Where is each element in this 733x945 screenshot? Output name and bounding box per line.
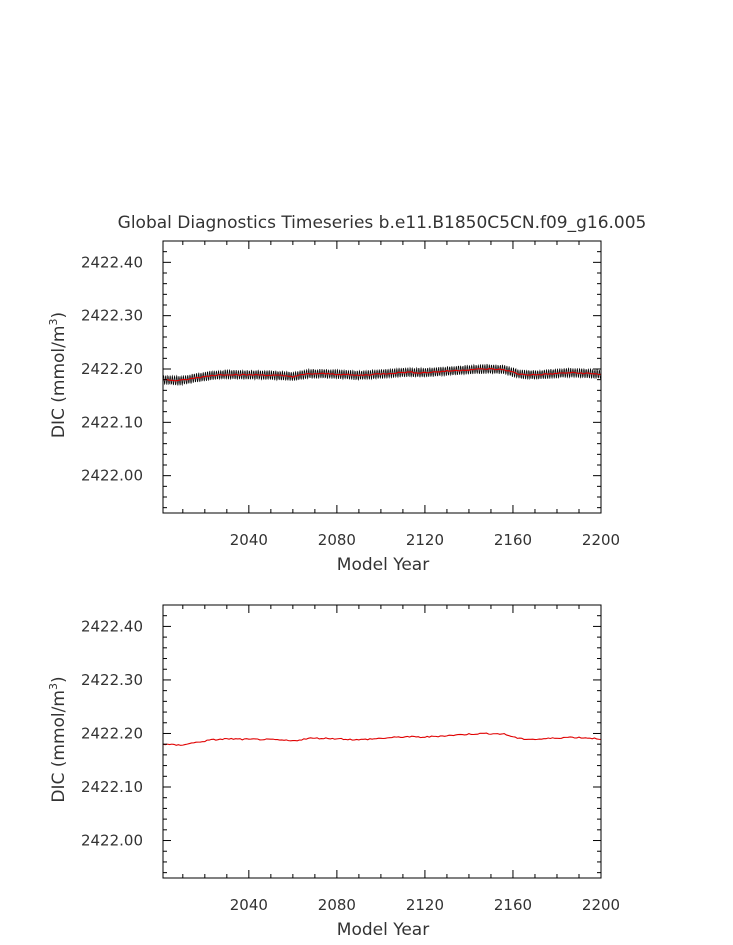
y-tick-label: 2422.20 [81,360,143,378]
x-tick-label: 2160 [494,531,532,549]
x-tick-label: 2120 [406,896,444,914]
chart-panel-2: 2040 2080 2120 2160 2200 2422.00 2422.10 2422.2… [47,604,620,940]
y-axis-label: DIC (mmol/m3) [47,676,69,802]
y-tick-label: 2422.00 [81,467,143,485]
y-tick-label: 2422.40 [81,253,143,271]
x-tick-label: 2160 [494,896,532,914]
y-axis-label: DIC (mmol/m3) [47,312,69,438]
y-tick-label: 2422.00 [81,832,143,850]
x-tick-label: 2080 [318,896,356,914]
chart-title: Global Diagnostics Timeseries b.e11.B185… [118,213,647,233]
y-tick-label: 2422.30 [81,671,143,689]
y-tick-label: 2422.30 [81,307,143,325]
y-tick-label: 2422.10 [81,413,143,431]
x-tick-label: 2200 [582,896,620,914]
x-tick-label: 2040 [230,896,268,914]
x-tick-label: 2080 [318,531,356,549]
chart-panel-1: 2040 2080 2120 2160 2200 2422.00 2422.10 2422.2… [47,240,620,575]
y-tick-label: 2422.10 [81,778,143,796]
y-axis-label-prefix: DIC (mmol/m [49,690,69,803]
series-annual-line [162,368,602,382]
plot-frame [162,240,602,514]
y-axis-label-prefix: DIC (mmol/m [49,326,69,439]
series-annual-line [162,732,602,746]
y-axis-label-sup: 3 [47,319,60,326]
x-tick-label: 2200 [582,531,620,549]
y-axis-label-suffix: ) [49,312,69,319]
x-axis-label: Model Year [337,555,429,575]
y-tick-label: 2422.40 [81,617,143,635]
y-axis-label-sup: 3 [47,683,60,690]
plot-frame [162,604,602,879]
x-tick-label: 2040 [230,531,268,549]
x-tick-label: 2120 [406,531,444,549]
y-axis-label-suffix: ) [49,676,69,683]
y-tick-label: 2422.20 [81,724,143,742]
x-axis-label: Model Year [337,920,429,940]
